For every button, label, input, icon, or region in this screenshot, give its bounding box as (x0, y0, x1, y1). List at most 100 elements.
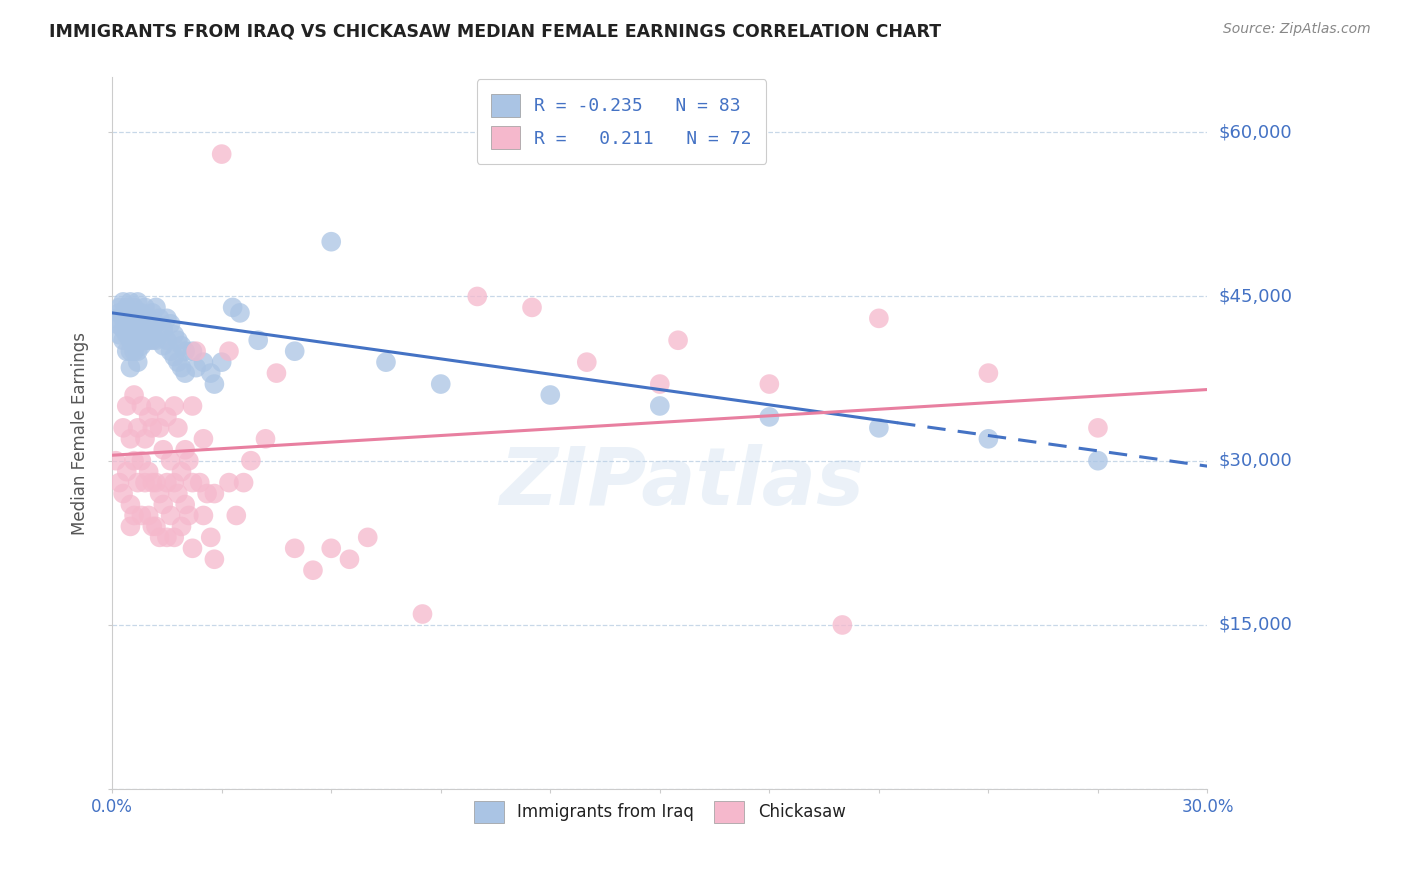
Point (138, 409, 160, 424)
Point (138, 333, 160, 347)
Point (134, 432, 156, 446)
Point (141, 421, 163, 435)
Point (138, 322, 160, 336)
Point (134, 301, 156, 315)
Point (112, 333, 135, 347)
Point (131, 453, 153, 467)
Y-axis label: Median Female Earnings: Median Female Earnings (72, 332, 89, 535)
Point (145, 519, 167, 533)
Point (321, 541, 343, 556)
Point (174, 498, 197, 512)
Text: IMMIGRANTS FROM IRAQ VS CHICKASAW MEDIAN FEMALE EARNINGS CORRELATION CHART: IMMIGRANTS FROM IRAQ VS CHICKASAW MEDIAN… (49, 22, 942, 40)
Point (120, 432, 142, 446)
Point (108, 306, 131, 320)
Text: $15,000: $15,000 (1219, 616, 1292, 634)
Point (159, 453, 181, 467)
Text: ZIPatlas: ZIPatlas (499, 444, 865, 522)
Point (868, 311, 890, 326)
Point (120, 344, 142, 359)
Point (141, 333, 163, 347)
Point (122, 344, 145, 359)
Point (202, 377, 225, 392)
Point (127, 322, 149, 336)
Point (145, 301, 167, 315)
Point (163, 475, 186, 490)
Point (115, 301, 138, 315)
Point (149, 327, 172, 342)
Point (159, 344, 181, 359)
Point (120, 360, 142, 375)
Point (112, 421, 135, 435)
Point (115, 399, 138, 413)
Point (112, 486, 135, 500)
Legend: Immigrants from Iraq, Chickasaw: Immigrants from Iraq, Chickasaw (463, 789, 858, 834)
Point (188, 475, 211, 490)
Point (181, 399, 204, 413)
Point (122, 508, 145, 523)
Point (170, 519, 193, 533)
Point (1087, 453, 1109, 467)
Point (174, 344, 197, 359)
Point (163, 399, 186, 413)
Point (181, 541, 204, 556)
Point (229, 306, 252, 320)
Point (120, 311, 142, 326)
Point (170, 339, 193, 353)
Point (202, 486, 225, 500)
Point (181, 475, 204, 490)
Point (184, 360, 207, 375)
Point (152, 322, 174, 336)
Point (138, 465, 160, 479)
Point (122, 301, 145, 315)
Point (141, 322, 163, 336)
Point (159, 508, 181, 523)
Point (131, 399, 153, 413)
Point (339, 552, 361, 566)
Point (108, 475, 131, 490)
Point (648, 399, 671, 413)
Point (411, 607, 433, 621)
Point (115, 465, 138, 479)
Point (120, 519, 142, 533)
Point (193, 508, 215, 523)
Point (1087, 421, 1109, 435)
Point (163, 530, 186, 544)
Point (156, 530, 179, 544)
Point (156, 333, 179, 347)
Point (134, 311, 156, 326)
Point (120, 322, 142, 336)
Point (184, 344, 207, 359)
Point (357, 530, 380, 544)
Point (575, 355, 598, 369)
Point (163, 350, 186, 364)
Point (538, 388, 561, 402)
Point (141, 306, 163, 320)
Point (167, 355, 190, 369)
Point (104, 453, 127, 467)
Point (131, 306, 153, 320)
Point (163, 327, 186, 342)
Point (167, 421, 190, 435)
Point (321, 235, 343, 249)
Point (138, 311, 160, 326)
Point (375, 355, 398, 369)
Point (149, 421, 172, 435)
Point (104, 317, 127, 331)
Point (170, 465, 193, 479)
Point (152, 442, 174, 457)
Point (831, 618, 853, 632)
Point (177, 453, 200, 467)
Point (145, 333, 167, 347)
Point (156, 409, 179, 424)
Point (141, 475, 163, 490)
Point (149, 530, 172, 544)
Point (520, 301, 543, 315)
Point (156, 311, 179, 326)
Point (758, 377, 780, 392)
Point (145, 317, 167, 331)
Point (666, 333, 689, 347)
Point (122, 388, 145, 402)
Point (152, 339, 174, 353)
Point (122, 322, 145, 336)
Point (112, 294, 135, 309)
